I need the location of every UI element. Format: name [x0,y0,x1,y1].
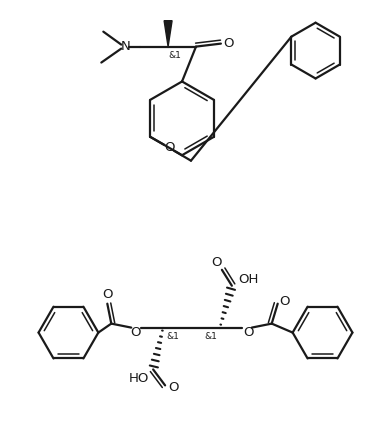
Text: OH: OH [238,273,259,286]
Text: O: O [244,326,254,339]
Text: O: O [102,288,112,301]
Polygon shape [164,21,172,47]
Text: O: O [130,326,140,339]
Text: O: O [164,141,174,154]
Text: N: N [120,40,130,53]
Text: &1: &1 [205,332,217,341]
Text: HO: HO [129,372,149,385]
Text: O: O [224,37,234,50]
Text: &1: &1 [169,51,182,60]
Text: O: O [279,295,290,308]
Text: O: O [168,381,178,394]
Text: O: O [212,256,222,269]
Text: &1: &1 [166,332,179,341]
